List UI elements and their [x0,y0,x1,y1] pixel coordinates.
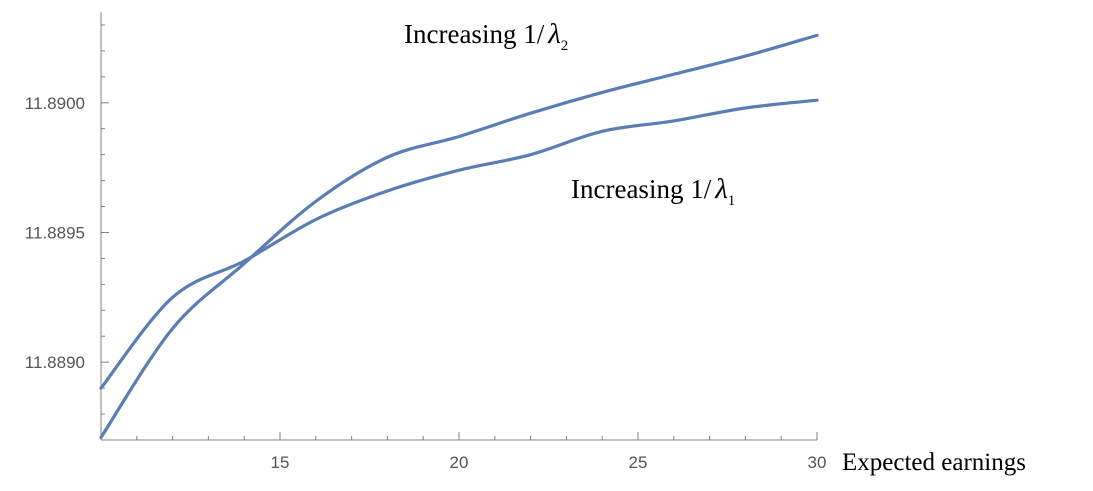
y-tick-label: 11.8890 [25,353,85,372]
y-tick-label: 11.8895 [25,223,85,242]
y-tick-label: 11.8900 [25,94,85,113]
series-line-1 [99,98,819,390]
x-tick-label: 30 [808,453,827,472]
x-tick-label: 25 [629,453,648,472]
x-axis-title: Expected earnings [842,449,1026,476]
axes [100,12,817,441]
x-tick-label: 15 [271,453,290,472]
series-lines [99,33,819,440]
annotation-lambda1: Increasing 1/λ1 [571,173,735,209]
series-line-2 [99,33,819,440]
x-tick-label: 20 [450,453,469,472]
ticks: 15 20 25 30 11.8890 11.8895 11.8900 [25,24,827,472]
annotation-lambda2: Increasing 1/λ2 [404,18,568,54]
